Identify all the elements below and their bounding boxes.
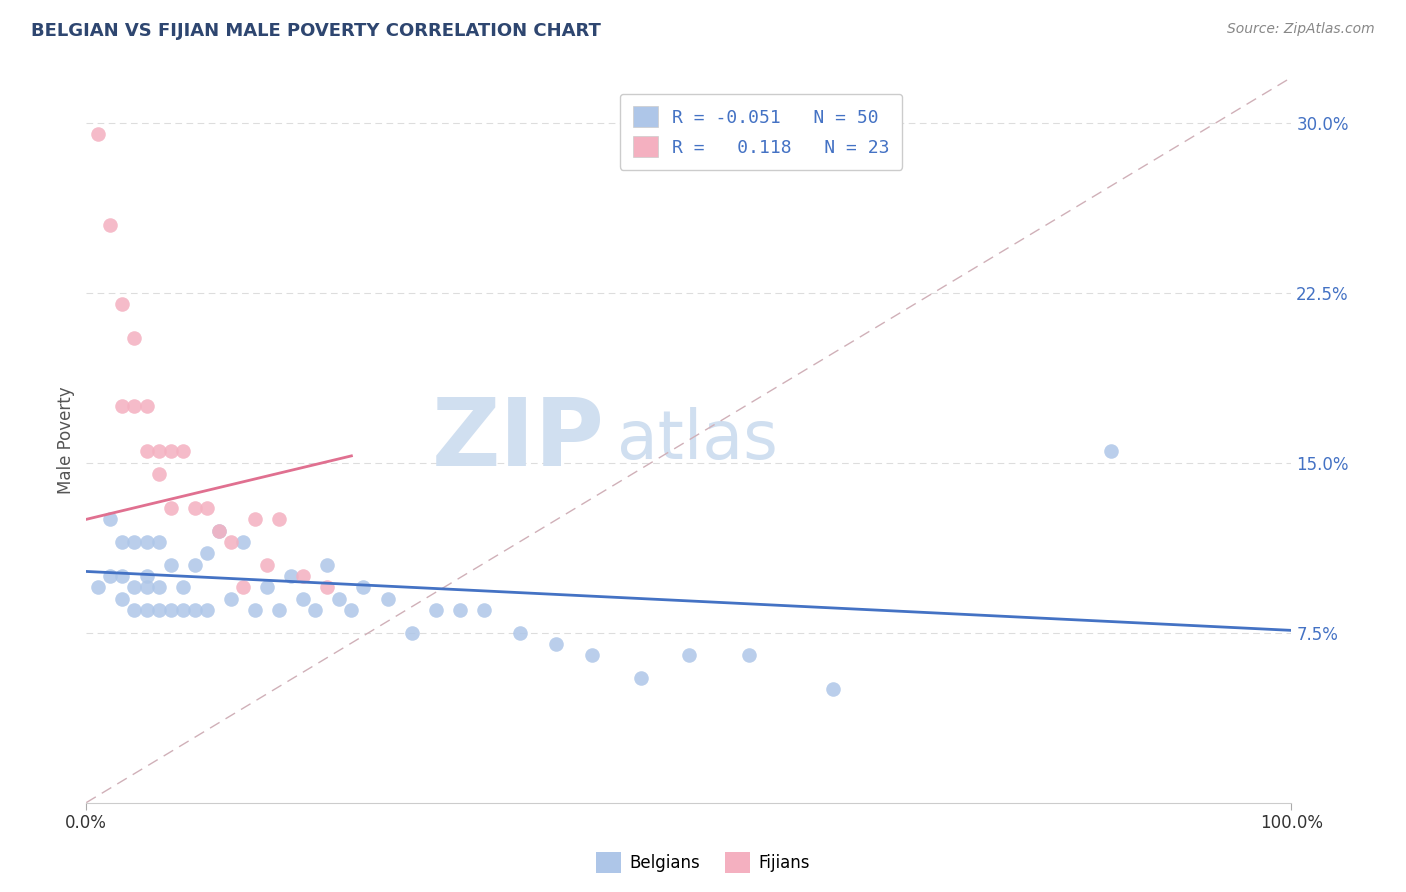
Point [232, 535, 254, 549]
Point [124, 535, 146, 549]
Point [425, 603, 447, 617]
Point [148, 444, 170, 458]
Point [172, 444, 194, 458]
Point [256, 558, 278, 572]
Point [100, 218, 122, 232]
Point [208, 524, 231, 538]
Point [159, 444, 181, 458]
Text: BELGIAN VS FIJIAN MALE POVERTY CORRELATION CHART: BELGIAN VS FIJIAN MALE POVERTY CORRELATI… [31, 22, 600, 40]
Point [135, 580, 157, 594]
Text: ZIP: ZIP [432, 394, 605, 486]
Point [124, 603, 146, 617]
Point [184, 501, 207, 516]
Point [111, 399, 134, 413]
Text: Source: ZipAtlas.com: Source: ZipAtlas.com [1227, 22, 1375, 37]
Point [184, 558, 207, 572]
Point [243, 603, 266, 617]
Point [124, 331, 146, 345]
Point [148, 603, 170, 617]
Point [352, 580, 374, 594]
Point [111, 591, 134, 606]
Point [124, 580, 146, 594]
Point [630, 671, 652, 685]
Point [195, 603, 218, 617]
Point [135, 569, 157, 583]
Legend: R = -0.051   N = 50, R =   0.118   N = 23: R = -0.051 N = 50, R = 0.118 N = 23 [620, 94, 903, 169]
Text: atlas: atlas [616, 407, 778, 473]
Point [100, 512, 122, 526]
Point [509, 625, 531, 640]
Point [135, 444, 157, 458]
Point [546, 637, 568, 651]
Point [269, 603, 291, 617]
Point [1099, 444, 1122, 458]
Point [159, 603, 181, 617]
Point [135, 399, 157, 413]
Point [184, 603, 207, 617]
Point [148, 535, 170, 549]
Point [195, 501, 218, 516]
Point [581, 648, 603, 663]
Point [100, 569, 122, 583]
Point [87, 580, 110, 594]
Point [172, 580, 194, 594]
Point [243, 512, 266, 526]
Point [148, 467, 170, 481]
Point [172, 603, 194, 617]
Point [148, 580, 170, 594]
Point [472, 603, 495, 617]
Point [135, 535, 157, 549]
Point [377, 591, 399, 606]
Point [135, 603, 157, 617]
Y-axis label: Male Poverty: Male Poverty [58, 386, 75, 494]
Point [292, 591, 315, 606]
Point [232, 580, 254, 594]
Point [328, 591, 350, 606]
Point [219, 591, 242, 606]
Point [292, 569, 315, 583]
Point [111, 569, 134, 583]
Point [401, 625, 423, 640]
Point [111, 535, 134, 549]
Point [449, 603, 471, 617]
Point [256, 580, 278, 594]
Point [159, 558, 181, 572]
Point [124, 399, 146, 413]
Point [823, 682, 845, 697]
Point [111, 297, 134, 311]
Point [269, 512, 291, 526]
Point [195, 546, 218, 560]
Legend: Belgians, Fijians: Belgians, Fijians [589, 846, 817, 880]
Point [280, 569, 302, 583]
Point [159, 501, 181, 516]
Point [316, 580, 339, 594]
Point [678, 648, 700, 663]
Point [340, 603, 363, 617]
Point [304, 603, 326, 617]
Point [219, 535, 242, 549]
Point [87, 127, 110, 141]
Point [738, 648, 761, 663]
Point [208, 524, 231, 538]
Point [316, 558, 339, 572]
